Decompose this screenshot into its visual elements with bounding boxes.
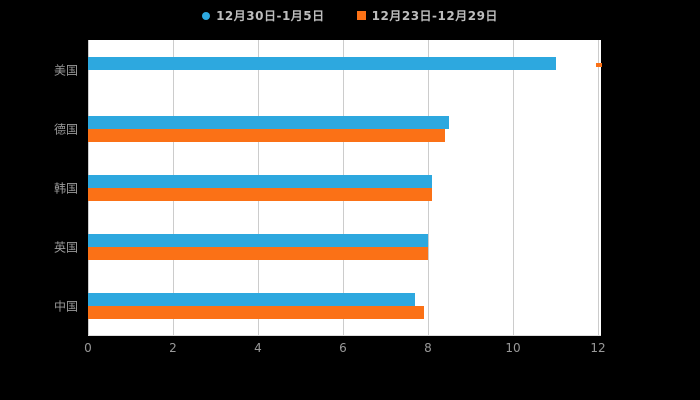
legend-label-previous-week: 12月23日-12月29日 bbox=[371, 9, 498, 23]
bar-orange-2[interactable] bbox=[88, 187, 433, 201]
gridline bbox=[513, 40, 514, 335]
y-category-label: 德国 bbox=[53, 122, 78, 136]
x-tick-label: 10 bbox=[505, 341, 521, 355]
bar-blue-4[interactable] bbox=[88, 292, 416, 306]
y-category-label: 韩国 bbox=[53, 181, 78, 195]
bar-blue-3[interactable] bbox=[88, 233, 428, 247]
legend-item-previous-week[interactable]: 12月23日-12月29日 bbox=[356, 7, 498, 24]
bar-blue-1[interactable] bbox=[88, 115, 450, 129]
legend-label-current-week: 12月30日-1月5日 bbox=[216, 9, 325, 23]
x-tick-label: 0 bbox=[84, 341, 92, 355]
bar-orange-1[interactable] bbox=[88, 128, 445, 142]
gridline bbox=[598, 40, 599, 335]
legend-item-current-week[interactable]: 12月30日-1月5日 bbox=[202, 7, 325, 24]
y-category-label: 美国 bbox=[53, 63, 78, 77]
legend-circle-icon bbox=[202, 11, 211, 20]
x-tick-label: 6 bbox=[339, 341, 347, 355]
plot-area bbox=[88, 40, 601, 336]
edge-artifact-mark bbox=[596, 63, 602, 67]
y-category-label: 英国 bbox=[53, 240, 78, 254]
bar-orange-3[interactable] bbox=[88, 246, 428, 260]
legend-square-icon bbox=[356, 11, 366, 20]
y-category-label: 中国 bbox=[53, 299, 78, 313]
bar-blue-2[interactable] bbox=[88, 174, 433, 188]
bar-blue-0[interactable] bbox=[88, 56, 556, 70]
bar-orange-4[interactable] bbox=[88, 305, 424, 319]
x-tick-label: 4 bbox=[254, 341, 262, 355]
x-tick-label: 8 bbox=[424, 341, 432, 355]
x-tick-label: 2 bbox=[169, 341, 177, 355]
x-tick-label: 12 bbox=[590, 341, 606, 355]
legend: 12月30日-1月5日 12月23日-12月29日 bbox=[0, 7, 700, 24]
